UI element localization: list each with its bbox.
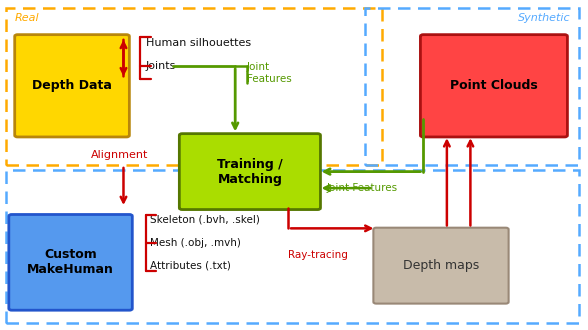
Text: Human silhouettes: Human silhouettes (146, 38, 251, 48)
Text: Joint
Features: Joint Features (247, 62, 292, 84)
Text: Training /
Matching: Training / Matching (217, 158, 283, 185)
Text: Real: Real (15, 13, 39, 23)
Text: Skeleton (.bvh, .skel): Skeleton (.bvh, .skel) (150, 214, 260, 224)
Text: Attributes (.txt): Attributes (.txt) (150, 261, 231, 271)
Text: Point Clouds: Point Clouds (450, 79, 538, 92)
FancyBboxPatch shape (15, 35, 129, 137)
Text: Mesh (.obj, .mvh): Mesh (.obj, .mvh) (150, 238, 241, 248)
Text: Joint Features: Joint Features (326, 183, 397, 193)
FancyBboxPatch shape (9, 214, 132, 310)
FancyBboxPatch shape (179, 134, 320, 210)
Text: Joints: Joints (146, 61, 176, 71)
FancyBboxPatch shape (373, 228, 509, 304)
Text: Synthetic: Synthetic (518, 13, 570, 23)
Text: Custom
MakeHuman: Custom MakeHuman (27, 248, 114, 276)
Text: Depth maps: Depth maps (403, 259, 479, 272)
Text: Alignment: Alignment (91, 150, 149, 160)
Text: Ray-tracing: Ray-tracing (288, 250, 348, 260)
Text: Depth Data: Depth Data (32, 79, 112, 92)
FancyBboxPatch shape (420, 35, 567, 137)
